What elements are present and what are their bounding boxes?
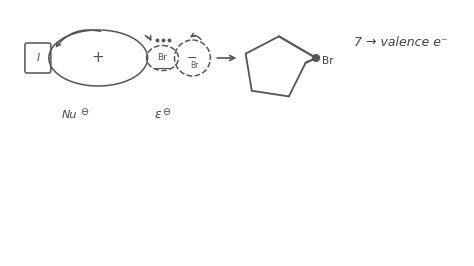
- Text: ⊖: ⊖: [163, 107, 171, 117]
- Text: ε: ε: [155, 109, 161, 122]
- Text: 7 → valence e⁻: 7 → valence e⁻: [354, 35, 447, 48]
- Text: I: I: [36, 53, 39, 63]
- Circle shape: [312, 55, 319, 61]
- Text: −: −: [187, 52, 198, 64]
- Text: Nu: Nu: [62, 110, 77, 120]
- FancyArrowPatch shape: [191, 34, 201, 40]
- FancyArrowPatch shape: [217, 56, 235, 60]
- FancyArrowPatch shape: [56, 30, 100, 46]
- FancyArrowPatch shape: [145, 36, 151, 40]
- Text: Br: Br: [322, 56, 334, 66]
- Text: Br: Br: [157, 53, 167, 63]
- Text: ⊖: ⊖: [80, 107, 88, 117]
- Text: Br: Br: [190, 60, 199, 69]
- Text: +: +: [92, 51, 105, 65]
